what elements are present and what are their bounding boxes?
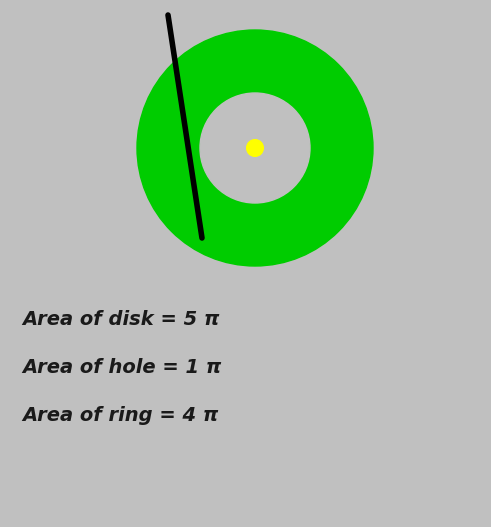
Text: Area of disk = 5 π: Area of disk = 5 π <box>22 310 219 329</box>
Circle shape <box>247 140 263 156</box>
Circle shape <box>200 93 310 203</box>
Text: Area of ring = 4 π: Area of ring = 4 π <box>22 406 218 425</box>
Circle shape <box>137 30 373 266</box>
Text: Area of hole = 1 π: Area of hole = 1 π <box>22 358 221 377</box>
